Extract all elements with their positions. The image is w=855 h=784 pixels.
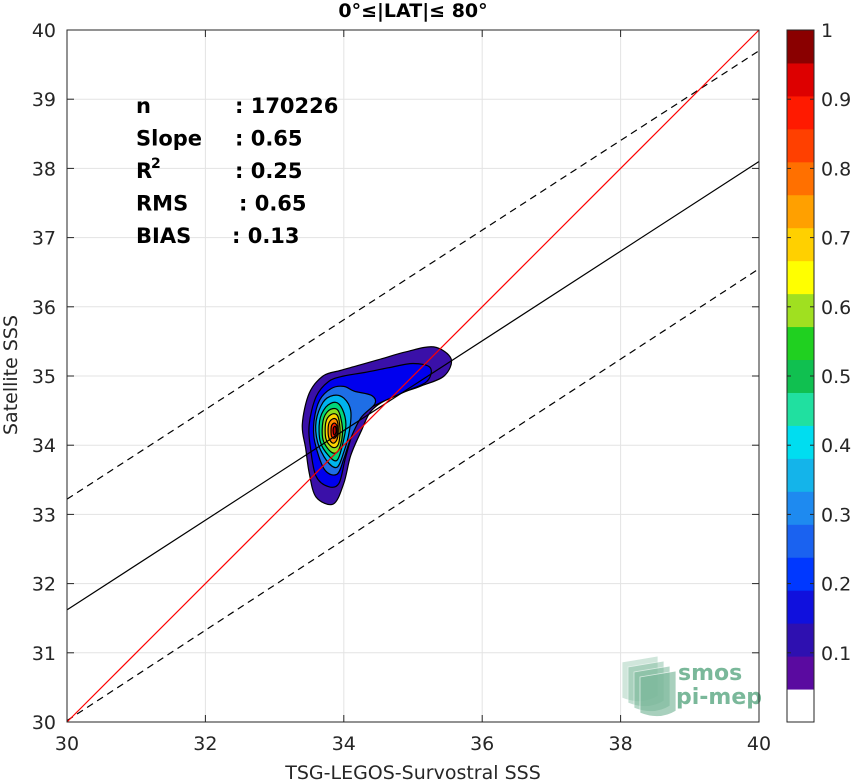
fit-lower-dashed-line: [66, 268, 760, 722]
y-tick-label: 30: [32, 712, 56, 734]
colorbar-tick-label: 0.8: [821, 158, 851, 180]
stat-value: : 0.65: [239, 192, 307, 216]
logo-text-pimep: pi-mep: [676, 685, 762, 710]
colorbar-segment: [787, 689, 814, 723]
stat-label: n: [136, 94, 151, 118]
colorbar-segment: [787, 128, 814, 163]
colorbar-segment: [787, 425, 814, 459]
colorbar-segment: [787, 293, 814, 328]
colorbar-segment: [787, 392, 814, 426]
stat-label: BIAS: [136, 224, 191, 248]
fit-upper-dashed-line: [66, 50, 760, 500]
colorbar-segment: [787, 623, 814, 657]
colorbar-tick-label: 1: [821, 20, 833, 42]
colorbar-segment: [787, 194, 814, 229]
x-tick-label: 40: [747, 733, 771, 755]
y-tick-label: 39: [32, 89, 56, 111]
colorbar-tick-label: 0.1: [821, 643, 851, 665]
y-tick-label: 35: [32, 366, 56, 388]
x-tick-label: 38: [609, 733, 633, 755]
logo-text-smos: smos: [678, 661, 742, 686]
stat-value: : 170226: [235, 94, 338, 118]
y-tick-label: 38: [32, 158, 56, 180]
x-tick-label: 36: [470, 733, 494, 755]
y-tick-label: 33: [32, 504, 56, 526]
colorbar-segment: [787, 30, 814, 64]
x-tick-label: 30: [55, 733, 79, 755]
colorbar-segment: [787, 656, 814, 690]
stat-label: R: [136, 159, 152, 183]
colorbar-segment: [787, 491, 814, 525]
y-tick-label: 34: [32, 435, 56, 457]
stat-value: : 0.13: [232, 224, 300, 248]
colorbar-tick-label: 0.3: [821, 504, 851, 526]
stat-value: : 0.65: [235, 127, 303, 151]
y-axis-label: Satellite SSS: [0, 315, 22, 435]
colorbar-segment: [787, 458, 814, 492]
colorbar-segment: [787, 524, 814, 558]
colorbar-tick-label: 0.6: [821, 297, 851, 319]
colorbar-tick-label: 0.5: [821, 366, 851, 388]
x-axis: 30 32 34 36 38 40: [55, 30, 771, 755]
colorbar-segment: [787, 590, 814, 624]
colorbar-segment: [787, 326, 814, 361]
stat-label: Slope: [136, 127, 202, 151]
y-axis: 30 31 32 33 34 35 36 37 38 39 40: [32, 20, 759, 734]
x-tick-label: 32: [193, 733, 217, 755]
colorbar: 0.1 0.2 0.3 0.4 0.5 0.6 0.7 0.8 0.9 1: [786, 20, 851, 723]
stat-label: RMS: [136, 192, 188, 216]
colorbar-segment: [787, 227, 814, 262]
colorbar-tick-label: 0.4: [821, 435, 851, 457]
stat-label-superscript: 2: [151, 156, 161, 172]
stat-value: : 0.25: [235, 159, 303, 183]
x-axis-label: TSG-LEGOS-Survostral SSS: [284, 762, 541, 784]
identity-line: [66, 29, 760, 723]
colorbar-segment: [787, 359, 814, 393]
colorbar-tick-label: 0.9: [821, 89, 851, 111]
regression-lines: [66, 29, 760, 723]
colorbar-segment: [787, 161, 814, 196]
density-contour: [332, 425, 337, 436]
logo-wave-shape: [639, 670, 677, 717]
density-contours: [301, 346, 453, 506]
colorbar-tick-label: 0.2: [821, 574, 851, 596]
y-tick-label: 40: [32, 20, 56, 42]
fit-line: [66, 160, 760, 611]
colorbar-tick-label: 0.7: [821, 228, 851, 250]
y-tick-label: 37: [32, 228, 56, 250]
chart-title: 0°≤|LAT|≤ 80°: [338, 0, 487, 22]
y-tick-label: 36: [32, 297, 56, 319]
y-tick-label: 32: [32, 574, 56, 596]
y-tick-label: 31: [32, 643, 56, 665]
colorbar-segment: [787, 557, 814, 591]
stats-box: n : 170226 Slope : 0.65 R2 : 0.25 RMS : 0.65 BIA…: [136, 94, 338, 248]
colorbar-segment: [787, 260, 814, 295]
colorbar-segment: [787, 95, 814, 130]
colorbar-segment: [787, 62, 814, 97]
x-tick-label: 34: [332, 733, 356, 755]
